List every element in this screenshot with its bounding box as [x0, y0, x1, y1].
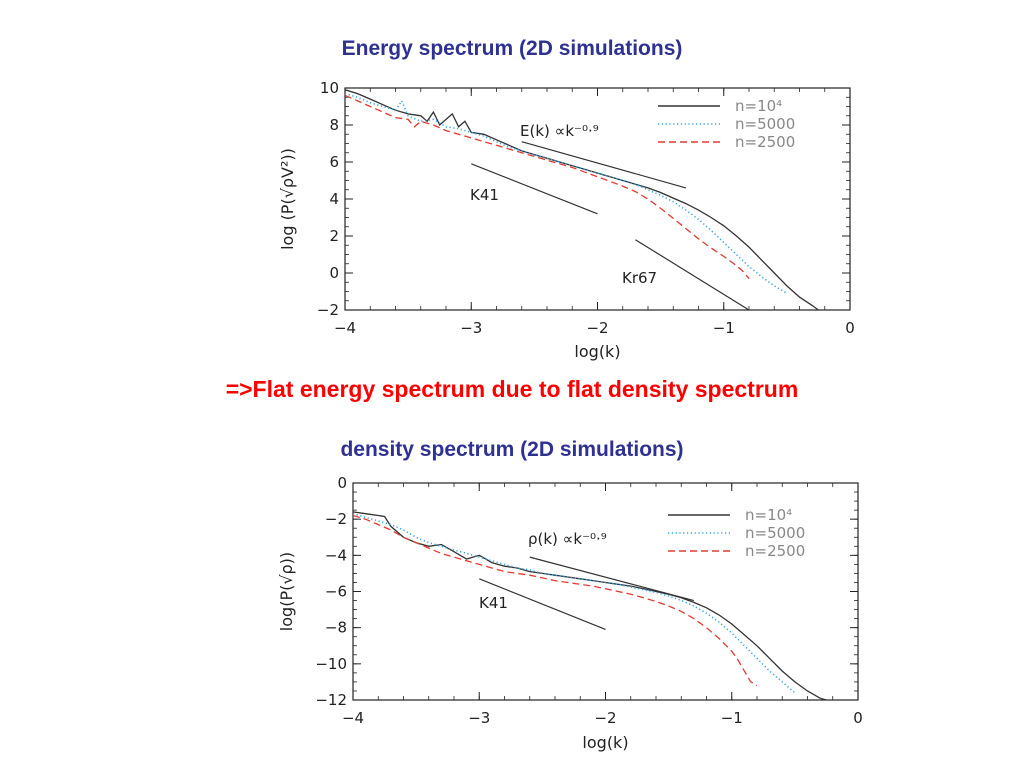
x-tick-label: −4 — [342, 709, 364, 727]
y-tick-label: 0 — [329, 264, 339, 282]
series-line — [353, 512, 796, 694]
y-tick-label: 6 — [329, 153, 339, 171]
y-tick-label: 10 — [320, 79, 339, 97]
x-tick-label: −3 — [460, 319, 482, 337]
series-line — [353, 511, 829, 700]
x-tick-label: −1 — [713, 319, 735, 337]
energy-spectrum-title: Energy spectrum (2D simulations) — [341, 37, 683, 60]
x-tick-label: 0 — [853, 709, 863, 727]
x-tick-label: 0 — [845, 319, 855, 337]
legend-label: n=2500 — [745, 542, 805, 560]
reference-line — [521, 141, 687, 189]
x-tick-label: −3 — [468, 709, 490, 727]
y-tick-label: −2 — [317, 301, 339, 319]
legend-label: n=10⁴ — [735, 97, 782, 115]
series-line — [345, 92, 788, 295]
legend-label: n=5000 — [735, 115, 795, 133]
legend-label: n=10⁴ — [745, 506, 792, 524]
y-tick-label: 0 — [337, 474, 347, 492]
y-tick-label: −2 — [325, 510, 347, 528]
chart-2: −4 −3 −2 −1 00−2−4−6−8−10−12log(k)log(P(√ρ))… — [277, 474, 863, 752]
x-tick-label: −2 — [586, 319, 608, 337]
series-line — [353, 514, 758, 687]
reference-line-label: ρ(k) ∝k⁻⁰·⁹ — [528, 530, 607, 548]
x-axis-label: log(k) — [574, 342, 620, 361]
reference-line — [471, 163, 598, 215]
density-spectrum-title: density spectrum (2D simulations) — [340, 438, 684, 461]
y-tick-label: 2 — [329, 227, 339, 245]
y-tick-label: −10 — [315, 655, 347, 673]
y-axis-label: log (P(√ρV²)) — [278, 148, 297, 250]
reference-line — [635, 239, 750, 310]
legend-label: n=5000 — [745, 524, 805, 542]
y-tick-label: 8 — [329, 116, 339, 134]
y-axis-label: log(P(√ρ)) — [277, 552, 296, 631]
y-tick-label: −12 — [315, 691, 347, 709]
legend-label: n=2500 — [735, 133, 795, 151]
y-tick-label: 4 — [329, 190, 339, 208]
reference-line — [479, 578, 606, 631]
series-line — [345, 94, 750, 280]
reference-line-label: E(k) ∝k⁻⁰·⁹ — [520, 122, 599, 140]
reference-line-label: Kr67 — [622, 269, 657, 287]
x-tick-label: −1 — [721, 709, 743, 727]
y-tick-label: −6 — [325, 583, 347, 601]
conclusion-text: =>Flat energy spectrum due to flat densi… — [225, 376, 799, 402]
x-tick-label: −4 — [334, 319, 356, 337]
reference-line-label: K41 — [470, 186, 499, 204]
x-axis-label: log(k) — [582, 733, 628, 752]
y-tick-label: −8 — [325, 619, 347, 637]
y-tick-label: −4 — [325, 546, 347, 564]
reference-line-label: K41 — [479, 594, 508, 612]
x-tick-label: −2 — [594, 709, 616, 727]
chart-1: −4 −3 −2 −1 0 −2 0 2 4 6 8 10 log(k) log (P(√ρV²)) E(k… — [278, 79, 855, 361]
